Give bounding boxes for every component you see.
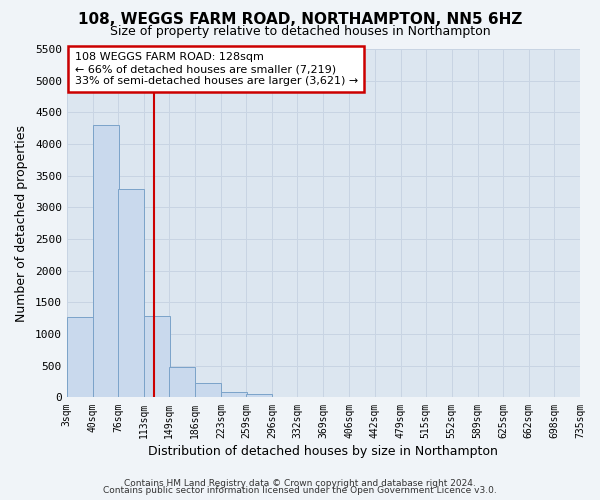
Bar: [247, 394, 272, 398]
Bar: [221, 392, 247, 398]
X-axis label: Distribution of detached houses by size in Northampton: Distribution of detached houses by size …: [148, 444, 499, 458]
Bar: [169, 367, 195, 398]
Text: 108 WEGGS FARM ROAD: 128sqm
← 66% of detached houses are smaller (7,219)
33% of : 108 WEGGS FARM ROAD: 128sqm ← 66% of det…: [74, 52, 358, 86]
Bar: [195, 382, 221, 398]
Bar: [93, 125, 119, 398]
Text: Contains HM Land Registry data © Crown copyright and database right 2024.: Contains HM Land Registry data © Crown c…: [124, 478, 476, 488]
Bar: [118, 189, 144, 398]
Bar: [67, 317, 92, 398]
Y-axis label: Number of detached properties: Number of detached properties: [15, 124, 28, 322]
Text: 108, WEGGS FARM ROAD, NORTHAMPTON, NN5 6HZ: 108, WEGGS FARM ROAD, NORTHAMPTON, NN5 6…: [78, 12, 522, 28]
Bar: [144, 316, 170, 398]
Text: Size of property relative to detached houses in Northampton: Size of property relative to detached ho…: [110, 25, 490, 38]
Text: Contains public sector information licensed under the Open Government Licence v3: Contains public sector information licen…: [103, 486, 497, 495]
